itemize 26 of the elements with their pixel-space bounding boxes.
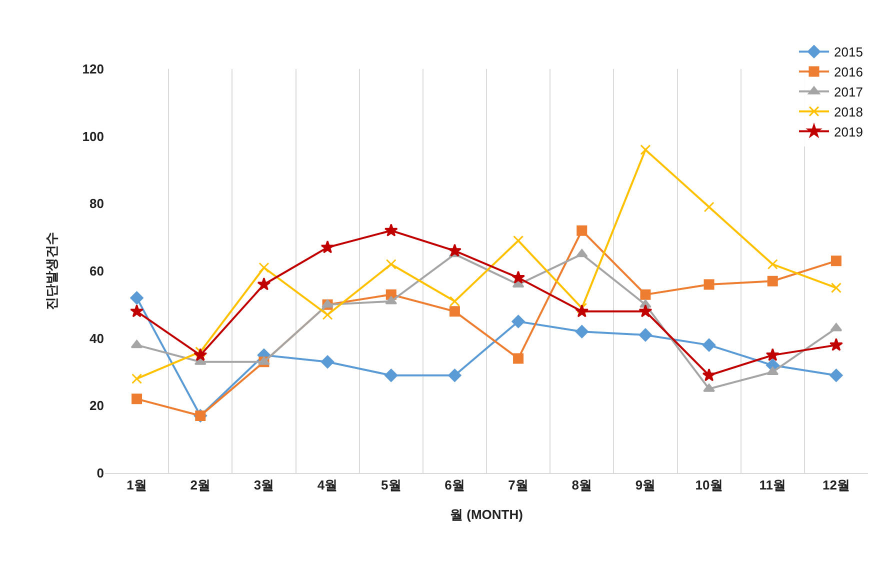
legend-label: 2015	[834, 44, 863, 60]
y-tick-label: 60	[90, 264, 104, 279]
x-tick-label: 1월	[126, 478, 147, 493]
x-tick-label: 8월	[572, 478, 592, 493]
x-tick-label: 3월	[254, 478, 274, 493]
y-tick-label: 100	[82, 128, 104, 144]
x-tick-label: 11월	[759, 478, 786, 493]
x-axis-title: 월 (MONTH)	[450, 507, 523, 522]
legend-label: 2018	[834, 104, 863, 120]
y-tick-label: 40	[90, 330, 104, 346]
legend-label: 2019	[834, 124, 863, 140]
x-tick-label: 4월	[317, 478, 338, 493]
x-tick-label: 10월	[695, 478, 723, 493]
y-axis-title: 진단발생건수	[44, 232, 60, 310]
legend-label: 2017	[834, 84, 863, 100]
y-tick-label: 0	[96, 466, 104, 481]
x-tick-label: 6월	[444, 478, 465, 493]
x-tick-label: 2월	[190, 478, 210, 493]
x-tick-label: 7월	[508, 478, 528, 493]
x-tick-label: 5월	[381, 478, 402, 493]
y-tick-label: 20	[90, 398, 104, 414]
y-tick-label: 120	[82, 62, 104, 77]
legend-label: 2016	[834, 64, 863, 80]
x-tick-label: 9월	[635, 478, 656, 493]
y-tick-label: 80	[90, 196, 104, 212]
x-tick-label: 12월	[822, 478, 850, 493]
